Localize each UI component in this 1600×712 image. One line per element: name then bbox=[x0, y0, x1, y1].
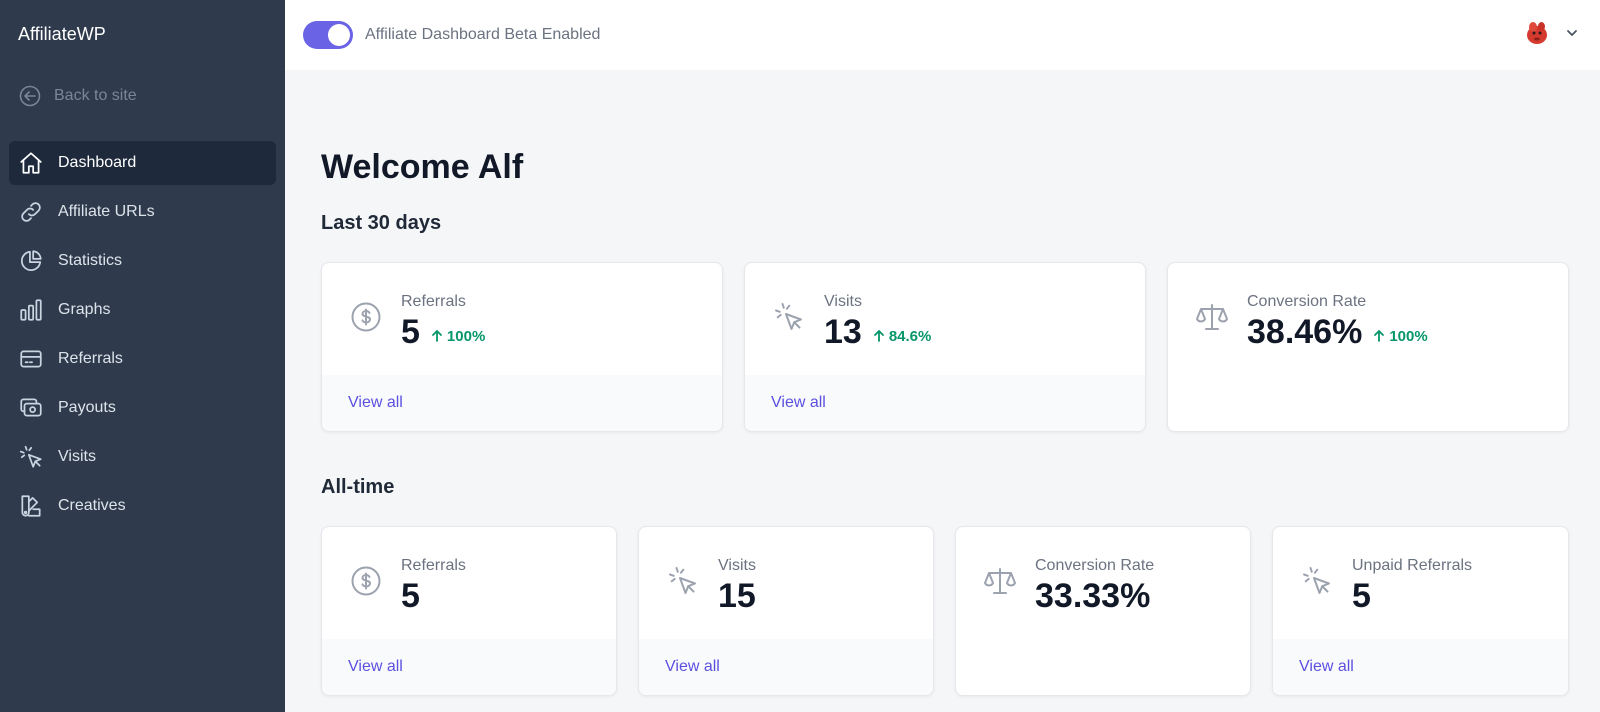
stat-value: 15 bbox=[718, 577, 756, 615]
sidebar-item-label: Payouts bbox=[58, 399, 116, 416]
color-swatch-icon bbox=[21, 495, 41, 517]
sidebar-item-label: Creatives bbox=[58, 497, 126, 514]
back-to-site-link[interactable]: Back to site bbox=[18, 84, 137, 108]
section-heading-last-30-days: Last 30 days bbox=[321, 212, 442, 234]
stat-label: Referrals bbox=[401, 557, 466, 574]
alien-avatar-icon bbox=[1527, 22, 1547, 44]
sidebar-item-label: Visits bbox=[58, 448, 96, 465]
stat-card-referrals-30d: Referrals 5 100% View all bbox=[321, 262, 723, 432]
top-bar: Affiliate Dashboard Beta Enabled bbox=[285, 0, 1600, 70]
stat-value-row: 15 bbox=[718, 577, 756, 616]
cash-icon bbox=[20, 398, 42, 417]
brand-name: AffiliateWP bbox=[18, 24, 106, 44]
sidebar-item-dashboard[interactable]: Dashboard bbox=[9, 141, 276, 185]
stat-value: 13 bbox=[824, 313, 862, 351]
back-to-site-label: Back to site bbox=[54, 87, 137, 104]
currency-dollar-icon bbox=[351, 566, 381, 596]
beta-toggle[interactable] bbox=[303, 21, 353, 49]
credit-card-icon bbox=[20, 350, 42, 368]
sidebar-item-label: Referrals bbox=[58, 350, 123, 367]
arrow-up-icon bbox=[1374, 330, 1385, 342]
user-menu[interactable] bbox=[1524, 20, 1580, 46]
stat-delta: 100% bbox=[430, 328, 485, 345]
stat-delta: 84.6% bbox=[872, 327, 932, 345]
currency-dollar-icon bbox=[351, 302, 381, 332]
card-footer: View all bbox=[639, 639, 933, 695]
sidebar-item-visits[interactable]: Visits bbox=[9, 435, 276, 479]
stat-delta-value: 84.6% bbox=[888, 327, 932, 345]
arrow-up-icon bbox=[873, 330, 884, 342]
stat-card-unpaid-referrals: Unpaid Referrals 5 View all bbox=[1272, 526, 1569, 696]
stat-value-row: 38.46% 100% bbox=[1247, 313, 1428, 352]
sidebar-item-label: Graphs bbox=[58, 301, 111, 318]
sidebar-item-label: Statistics bbox=[58, 252, 123, 269]
stat-value: 33.33% bbox=[1035, 577, 1151, 615]
chevron-down-icon bbox=[1567, 30, 1577, 36]
sidebar-nav: Dashboard Affiliate URLs Statistics Grap… bbox=[9, 141, 276, 533]
cursor-click-icon bbox=[19, 445, 42, 468]
sidebar-item-creatives[interactable]: Creatives bbox=[9, 484, 276, 528]
sidebar-item-referrals[interactable]: Referrals bbox=[9, 337, 276, 381]
scale-icon bbox=[984, 568, 1016, 594]
sidebar-item-graphs[interactable]: Graphs bbox=[9, 288, 276, 332]
stat-value: 5 bbox=[401, 577, 420, 615]
cursor-click-icon bbox=[669, 567, 696, 594]
stat-card-visits-all-time: Visits 15 View all bbox=[638, 526, 934, 696]
stat-card-conversion-rate-all-time: Conversion Rate 33.33% bbox=[955, 526, 1251, 696]
page-title: Welcome Alf bbox=[321, 148, 524, 186]
stat-value: 5 bbox=[1352, 577, 1371, 615]
stat-card-conversion-rate-30d: Conversion Rate 38.46% 100% bbox=[1167, 262, 1569, 432]
sidebar-item-affiliate-urls[interactable]: Affiliate URLs bbox=[9, 190, 276, 234]
card-footer: View all bbox=[322, 375, 722, 431]
link-icon bbox=[21, 202, 41, 222]
sidebar-item-payouts[interactable]: Payouts bbox=[9, 386, 276, 430]
view-all-visits-link[interactable]: View all bbox=[665, 658, 720, 675]
stat-value: 5 bbox=[401, 313, 420, 351]
cursor-click-icon bbox=[775, 303, 802, 330]
stat-label: Conversion Rate bbox=[1247, 293, 1367, 310]
view-all-referrals-link[interactable]: View all bbox=[348, 658, 403, 675]
beta-toggle-label: Affiliate Dashboard Beta Enabled bbox=[365, 26, 601, 43]
sidebar-item-label: Dashboard bbox=[58, 154, 137, 171]
card-footer: View all bbox=[745, 375, 1145, 431]
sidebar-item-statistics[interactable]: Statistics bbox=[9, 239, 276, 283]
stat-label: Unpaid Referrals bbox=[1352, 557, 1473, 574]
stat-value-row: 5 100% bbox=[401, 313, 485, 352]
card-footer: View all bbox=[322, 639, 616, 695]
stat-delta: 100% bbox=[1372, 327, 1428, 345]
stat-label: Visits bbox=[824, 293, 862, 310]
stat-value-row: 33.33% bbox=[1035, 577, 1150, 616]
view-all-visits-link[interactable]: View all bbox=[771, 394, 826, 411]
scale-icon bbox=[1196, 304, 1228, 330]
stat-value-row: 5 bbox=[401, 577, 420, 616]
pie-chart-icon bbox=[21, 250, 42, 271]
view-all-unpaid-referrals-link[interactable]: View all bbox=[1299, 658, 1354, 675]
card-footer: View all bbox=[1273, 639, 1568, 695]
stat-card-visits-30d: Visits 13 84.6% View all bbox=[744, 262, 1146, 432]
view-all-referrals-link[interactable]: View all bbox=[348, 394, 403, 411]
arrow-up-icon bbox=[432, 330, 442, 342]
sidebar: AffiliateWP Back to site Dashboard Affil… bbox=[0, 0, 285, 712]
stat-value: 38.46% bbox=[1247, 313, 1363, 351]
stat-delta-value: 100% bbox=[1389, 327, 1428, 345]
stat-card-referrals-all-time: Referrals 5 View all bbox=[321, 526, 617, 696]
toggle-knob bbox=[328, 24, 350, 46]
sidebar-item-label: Affiliate URLs bbox=[58, 203, 155, 220]
cursor-click-icon bbox=[1303, 567, 1330, 594]
arrow-circle-left-icon bbox=[19, 85, 41, 107]
stat-label: Conversion Rate bbox=[1035, 557, 1155, 574]
bar-chart-icon bbox=[20, 299, 42, 321]
stat-label: Referrals bbox=[401, 293, 466, 310]
stat-label: Visits bbox=[718, 557, 756, 574]
stat-value-row: 13 84.6% bbox=[824, 313, 931, 352]
section-heading-all-time: All-time bbox=[321, 476, 395, 498]
home-icon bbox=[20, 152, 42, 174]
stat-value-row: 5 bbox=[1352, 577, 1371, 616]
stat-delta-value: 100% bbox=[446, 327, 486, 345]
